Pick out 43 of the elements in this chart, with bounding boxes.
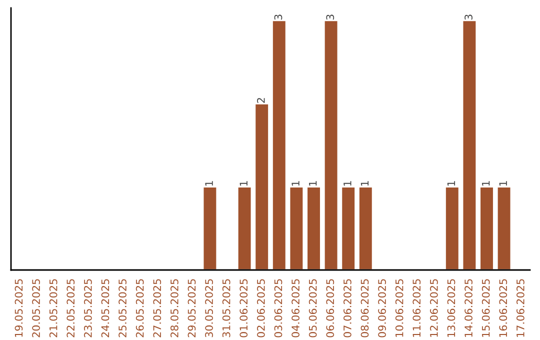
- x-tick-label: 24.05.2025: [101, 279, 110, 338]
- x-tick-label: 16.06.2025: [499, 279, 508, 337]
- data-label: 3: [464, 14, 472, 20]
- x-tick-label: 25.05.2025: [118, 279, 126, 338]
- data-label: 1: [482, 181, 490, 186]
- x-tick-label: 11.06.2025: [412, 279, 421, 337]
- x-tick-label: 01.06.2025: [240, 279, 248, 338]
- x-tick-label: 26.05.2025: [136, 279, 144, 338]
- x-tick-label: 10.06.2025: [395, 279, 404, 337]
- x-tick-label: 30.05.2025: [205, 279, 213, 338]
- x-tick-label: 09.06.2025: [378, 279, 386, 338]
- x-tick-label: 08.06.2025: [360, 279, 369, 338]
- x-tick-label: 05.06.2025: [308, 279, 317, 338]
- data-label: 1: [447, 181, 456, 186]
- data-label: 1: [499, 181, 507, 186]
- x-tick-label: 29.05.2025: [188, 279, 196, 338]
- x-tick-label: 28.05.2025: [170, 279, 178, 338]
- x-tick-label: 23.05.2025: [84, 279, 92, 338]
- data-label: 1: [205, 181, 213, 186]
- x-tick-label: 13.06.2025: [447, 279, 456, 337]
- x-tick-label: 27.05.2025: [153, 279, 162, 338]
- data-label: 1: [292, 181, 300, 186]
- x-tick-label: 19.05.2025: [14, 279, 23, 337]
- x-tick-label: 15.06.2025: [482, 279, 490, 337]
- x-tick-label: 22.05.2025: [66, 279, 75, 338]
- data-label: 2: [256, 98, 265, 103]
- data-label: 1: [309, 181, 317, 186]
- x-tick-label: 04.06.2025: [292, 279, 300, 338]
- x-tick-label: 07.06.2025: [343, 279, 352, 338]
- data-label: 1: [344, 181, 352, 186]
- x-tick-label: 17.06.2025: [516, 279, 524, 337]
- x-tick-label: 14.06.2025: [464, 279, 472, 337]
- x-tick-label: 12.06.2025: [430, 279, 438, 337]
- x-tick-label: 21.05.2025: [49, 279, 58, 338]
- data-label: 1: [360, 181, 369, 186]
- x-tick-label: 03.06.2025: [274, 279, 282, 338]
- data-label: 3: [274, 14, 282, 20]
- data-label: 3: [326, 14, 334, 20]
- x-tick-label: 06.06.2025: [326, 279, 334, 338]
- x-tick-label: 31.05.2025: [222, 279, 230, 338]
- x-tick-label: 20.05.2025: [32, 279, 40, 338]
- x-tick-label: 02.06.2025: [256, 279, 265, 338]
- data-label: 1: [240, 181, 248, 186]
